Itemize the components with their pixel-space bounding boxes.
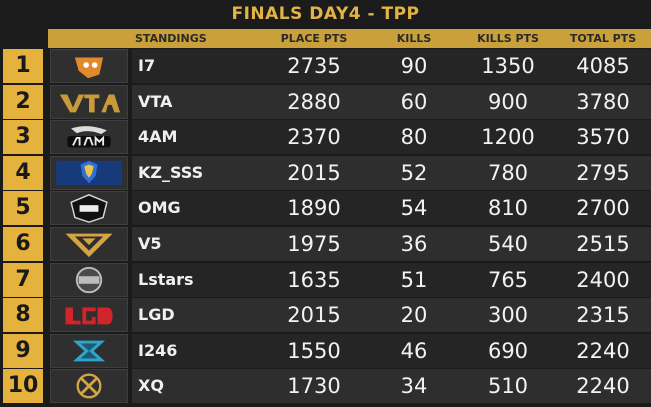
place-pts-value: 2880 [287,89,341,114]
row-background [132,120,651,155]
table-header: STANDINGS PLACE PTS KILLS KILLS PTS TOTA… [0,29,651,48]
team-name: VTA [138,91,173,111]
place-pts-value: 2015 [287,160,341,185]
table-row: 7 Lstars 1635 51 765 2400 [0,262,651,298]
kills-pts-value: 510 [487,374,529,399]
header-bar [48,29,651,48]
kingzone-logo-icon [50,155,128,190]
table-row: 1 I7 2735 90 1350 4085 [0,48,651,84]
kills-value: 60 [400,89,428,114]
xq-logo-icon [50,369,128,404]
total-pts-value: 2795 [576,160,630,185]
table-row: 4 KZ_SSS 2015 52 780 2795 [0,155,651,191]
place-pts-value: 1975 [287,232,341,256]
header-place-pts: PLACE PTS [280,32,348,45]
kills-value: 46 [400,338,428,363]
total-pts-value: 2315 [576,303,630,328]
header-total-pts: TOTAL PTS [569,32,637,45]
rank-badge: 5 [3,191,43,226]
kills-pts-value: 1200 [481,125,535,150]
omg-logo-icon [50,191,128,226]
i7-tiger-logo-icon [50,49,128,83]
kills-value: 36 [400,232,428,256]
kills-value: 34 [400,374,428,399]
page-title: FINALS DAY4 - TPP [231,4,420,24]
team-name: OMG [138,198,181,218]
4am-logo-icon [50,120,128,155]
kills-pts-value: 810 [487,196,529,221]
rank-badge: 10 [3,369,43,404]
kills-value: 20 [400,303,428,328]
row-background [132,84,651,119]
total-pts-value: 3780 [576,89,630,114]
lgd-logo-icon [50,298,128,333]
rank-badge: 4 [3,155,43,190]
v5-logo-icon [50,227,128,261]
kills-pts-value: 900 [487,89,529,114]
kills-pts-value: 690 [487,338,529,363]
table-row: 6 V5 1975 36 540 2515 [0,226,651,262]
i246-logo-icon [50,333,128,368]
rank-badge: 2 [3,84,43,119]
kills-value: 54 [400,196,428,221]
total-pts-value: 2400 [576,267,630,292]
team-name: 4AM [138,127,178,147]
total-pts-value: 2240 [576,338,630,363]
place-pts-value: 2370 [287,125,341,150]
place-pts-value: 1730 [287,374,341,399]
total-pts-value: 4085 [576,54,630,78]
header-kills-pts: KILLS PTS [477,32,539,45]
row-background [132,333,651,368]
rank-badge: 6 [3,227,43,261]
row-background [132,369,651,404]
kills-value: 52 [400,160,428,185]
team-name: I7 [138,56,156,75]
vta-logo-icon [50,84,128,119]
total-pts-value: 3570 [576,125,630,150]
total-pts-value: 2700 [576,196,630,221]
kills-value: 80 [400,125,428,150]
team-name: KZ_SSS [138,162,204,182]
rank-badge: 8 [3,298,43,333]
place-pts-value: 1550 [287,338,341,363]
row-background [132,155,651,190]
header-kills: KILLS [396,32,432,45]
place-pts-value: 1635 [287,267,341,292]
kills-pts-value: 1350 [481,54,535,78]
row-background [132,262,651,297]
place-pts-value: 1890 [287,196,341,221]
kills-pts-value: 765 [487,267,529,292]
row-background [132,191,651,226]
kills-pts-value: 780 [487,160,529,185]
table-row: 5 OMG 1890 54 810 2700 [0,190,651,226]
place-pts-value: 2735 [287,54,341,78]
team-name: XQ [138,376,164,396]
team-name: I246 [138,340,178,360]
row-background [132,227,651,261]
rank-badge: 1 [3,49,43,83]
team-name: V5 [138,234,162,253]
row-background [132,298,651,333]
table-row: 8 LGD 2015 20 300 2315 [0,297,651,333]
kills-value: 51 [400,267,428,292]
header-standings: STANDINGS [135,32,207,45]
table-row: 3 4AM 2370 80 1200 3570 [0,119,651,155]
kills-pts-value: 540 [487,232,529,256]
row-background [132,49,651,83]
lstars-logo-icon [50,262,128,297]
rank-badge: 7 [3,262,43,297]
kills-value: 90 [400,54,428,78]
team-name: LGD [138,305,175,325]
table-row: 9 I246 1550 46 690 2240 [0,333,651,369]
total-pts-value: 2515 [576,232,630,256]
rank-badge: 9 [3,333,43,368]
total-pts-value: 2240 [576,374,630,399]
kills-pts-value: 300 [487,303,529,328]
table-row: 10 XQ 1730 34 510 2240 [0,368,651,404]
rank-badge: 3 [3,120,43,155]
table-row: 2 VTA 2880 60 900 3780 [0,84,651,120]
place-pts-value: 2015 [287,303,341,328]
team-name: Lstars [138,269,194,289]
